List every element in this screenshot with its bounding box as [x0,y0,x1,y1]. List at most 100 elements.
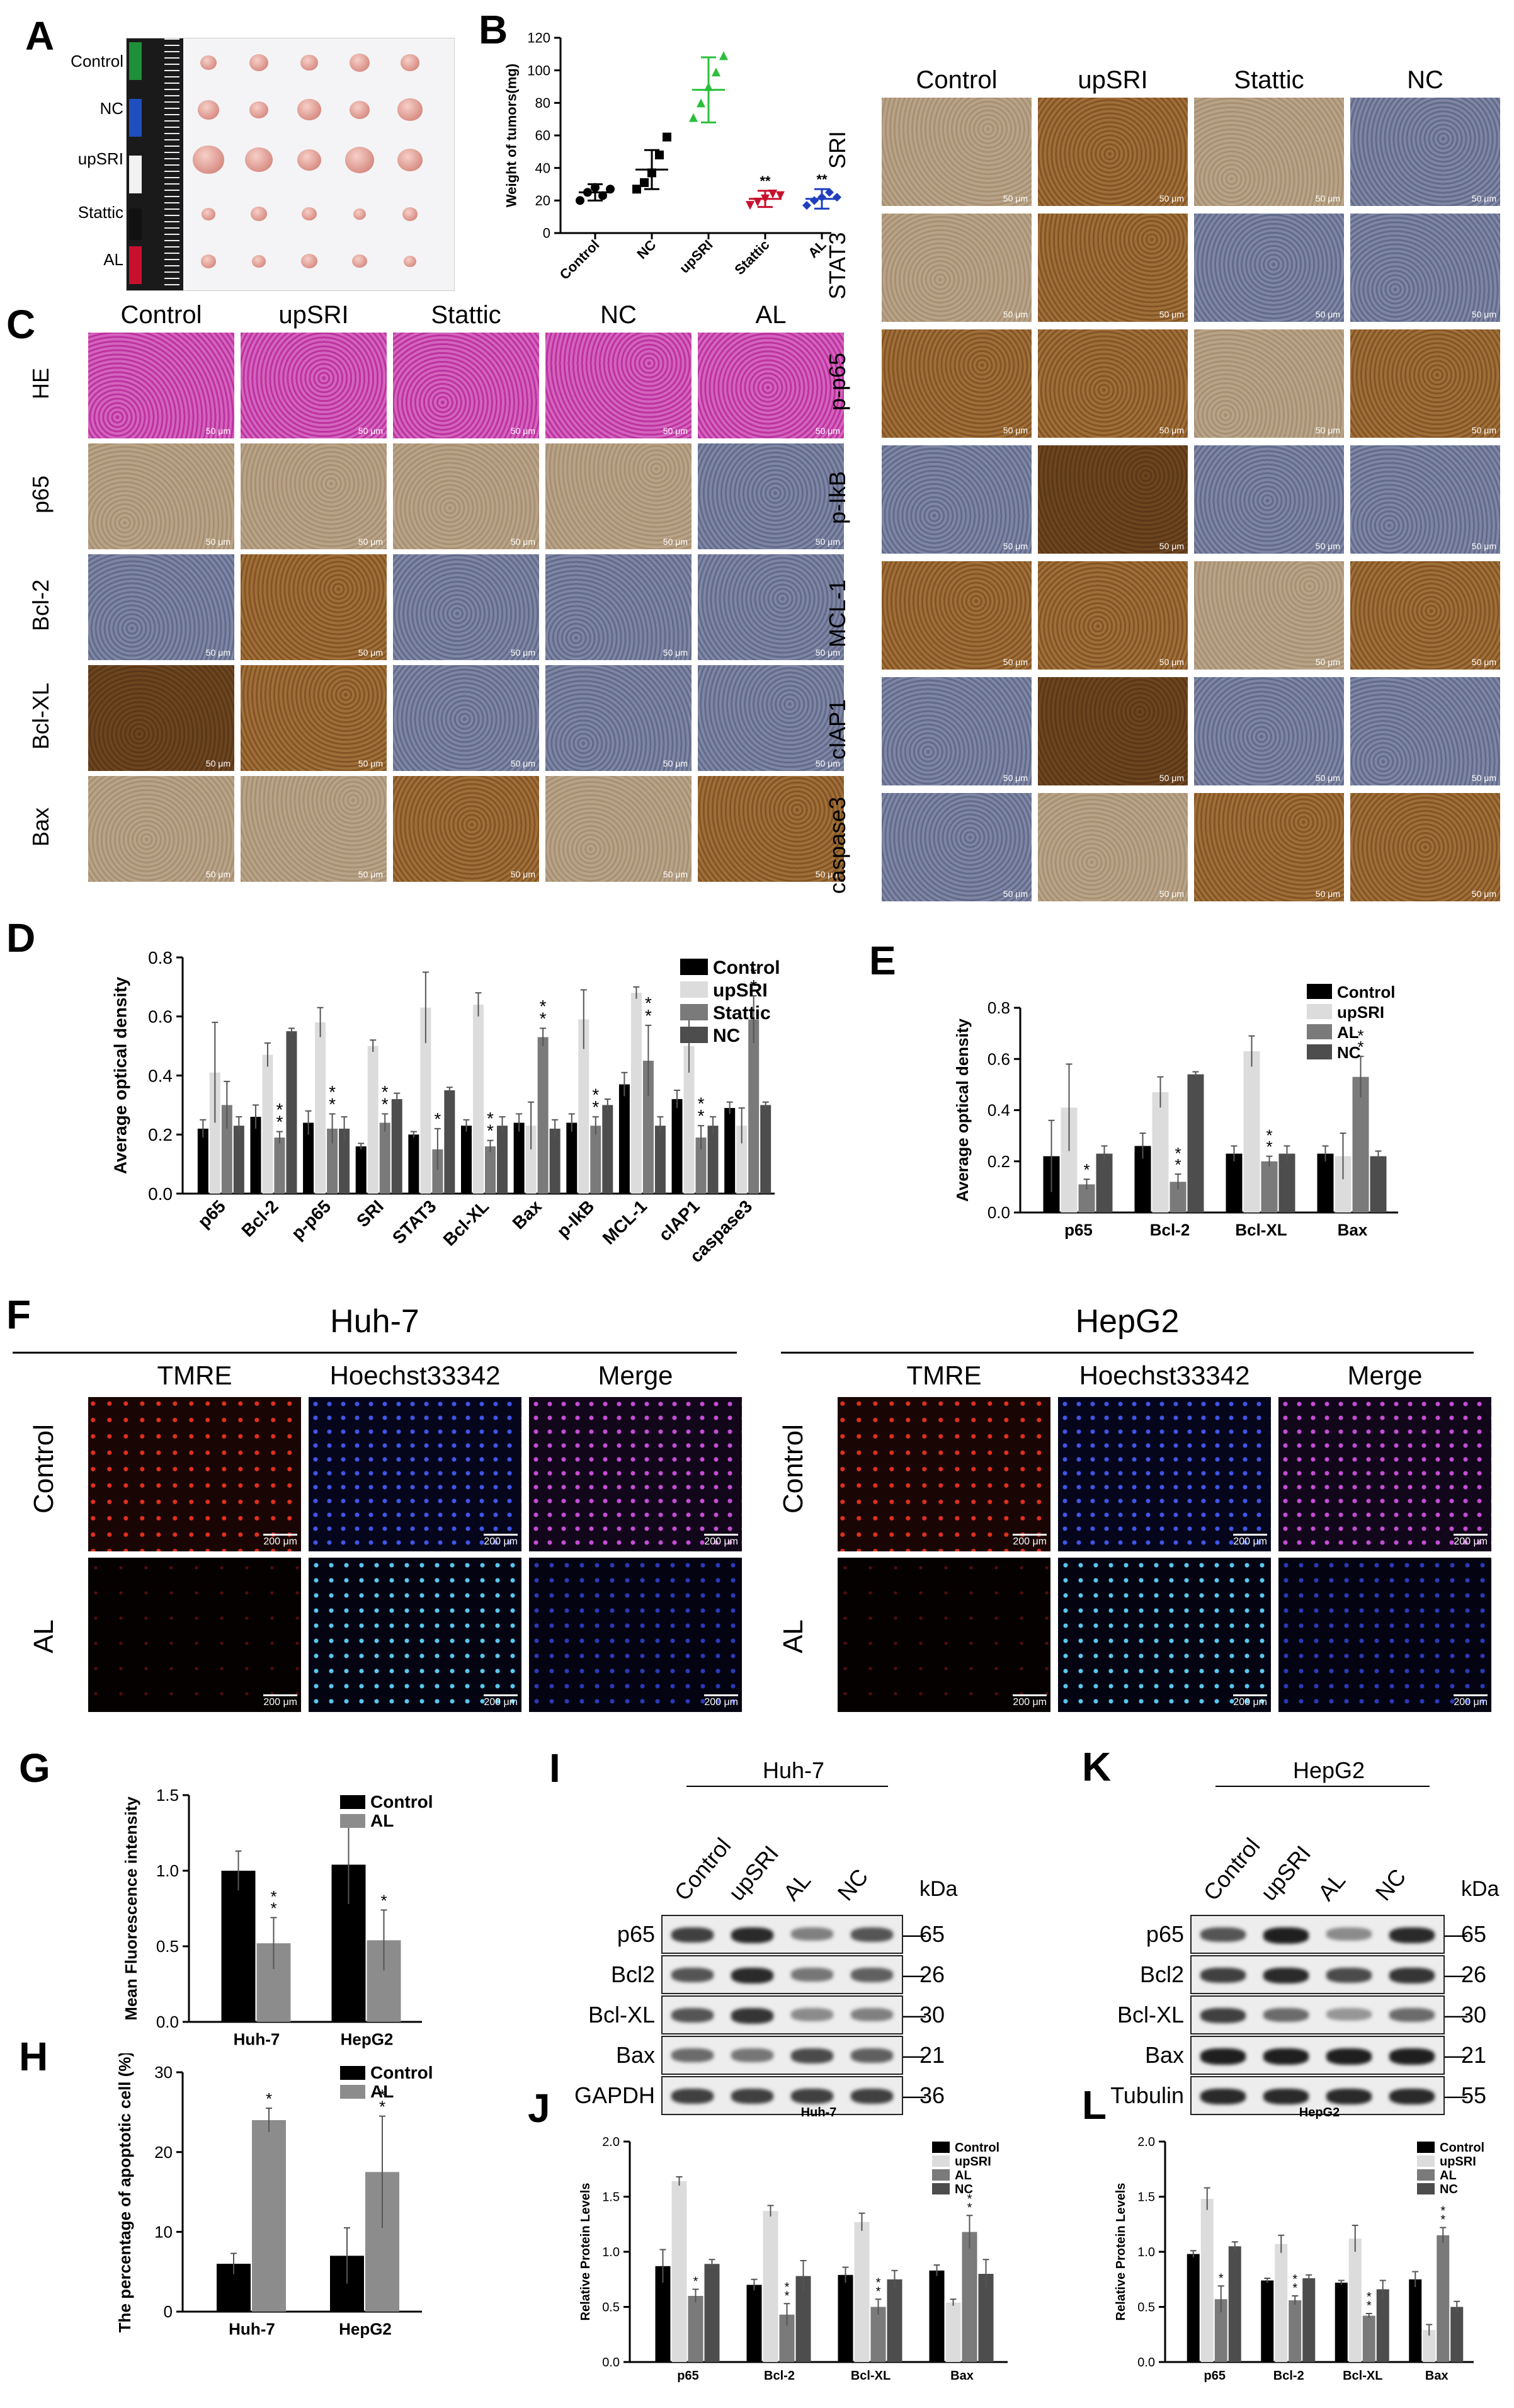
blot-band [851,1968,893,1982]
ihc-row-label: MCL-1 [824,579,850,648]
bar [1152,1092,1169,1213]
y-tick-label: 2.0 [1137,2135,1155,2149]
x-tick-label: Bax [1425,2369,1449,2383]
blot-band [1263,2008,1309,2022]
kda-marker: — [903,1961,926,1987]
ihc-row-label: SRI [824,131,850,169]
legend-label: AL [1440,2169,1457,2183]
y-tick-label: 0.0 [988,1203,1010,1222]
fluorescence-row-label: Control [778,1424,809,1514]
bar [274,1137,285,1194]
ihc-tile: 50 μm [1350,98,1500,206]
legend-label: Control [1440,2141,1484,2155]
ihc-tile: 50 μm [1038,98,1188,206]
scale-bar-label: 50 μm [1003,773,1028,783]
blot-title-line [1215,1786,1430,1787]
fluorescence-tile: 200 μm [838,1397,1050,1551]
panel-letter-a: A [25,13,55,59]
ihc-tile: 50 μm [882,214,1032,322]
scale-bar-label: 50 μm [205,869,231,879]
fluorescence-tile: 200 μm [1278,1558,1491,1712]
scale-bar-label: 50 μm [1315,541,1340,551]
data-point [606,185,615,194]
x-tick-label: Bcl-XL [851,2369,891,2383]
ihc-tile: 50 μm [88,554,234,660]
ihc-tile: 50 μm [882,677,1032,785]
legend-label: Control [1337,983,1395,1001]
kda-value: 21 [1461,2042,1487,2068]
blot-protein-label: Bcl-XL [588,2002,655,2028]
ihc-tile: 50 μm [882,329,1032,438]
ihc-tile: 50 μm [1038,329,1188,438]
scale-bar-label: 200 μm [1454,1694,1488,1708]
bar [978,2274,994,2362]
data-point [817,193,826,202]
kda-value: 36 [919,2082,945,2108]
tumor-sample [403,255,417,268]
tumor-sample [300,55,318,71]
significance-mark: * [379,2097,385,2116]
bar [549,1128,561,1194]
ihc-tile: 50 μm [882,445,1032,554]
bar [854,2222,870,2362]
bar [945,2302,961,2362]
tumor-sample [344,146,375,173]
blot-title: HepG2 [1292,1757,1365,1783]
ihc-tile: 50 μm [1350,329,1500,438]
significance-mark: * [698,1106,705,1126]
bar [683,1046,695,1194]
ihc-tile: 50 μm [1194,214,1344,322]
significance-mark: * [380,1891,387,1910]
kda-value: 65 [919,1921,945,1947]
y-tick-label: 1.0 [156,1861,179,1880]
fluorescence-row-label: AL [778,1619,809,1653]
legend-label: AL [1337,1023,1359,1042]
bar [1200,2199,1214,2362]
x-tick-label: Bcl-2 [1273,2369,1304,2383]
tumor-sample [397,148,423,172]
scale-bar-label: 200 μm [1454,1534,1488,1548]
blot-band [1326,1927,1372,1941]
blot-band [731,2008,773,2024]
scale-bar-label: 200 μm [704,1694,738,1708]
bar [1409,2279,1422,2362]
ihc-tile: 50 μm [88,443,234,549]
data-point [583,188,592,197]
kda-value: 21 [919,2042,945,2068]
panel-letter-b: B [479,7,508,52]
ihc-tile: 50 μm [88,333,234,438]
data-point [655,151,664,159]
legend-swatch [1417,2183,1435,2194]
tumor-sample [297,149,322,171]
tumor-row-label: Stattic [77,203,123,222]
y-tick-label: 0.0 [1137,2356,1155,2370]
panel-letter-c: C [6,302,36,347]
blot-band [671,2008,714,2023]
data-point [591,183,600,192]
kda-marker: — [1445,1921,1467,1947]
ihc-row-label: caspase3 [824,796,850,894]
significance-mark: * [329,1082,336,1102]
ihc-row-label: Bcl-2 [28,579,54,632]
ihc-tile: 50 μm [1350,677,1500,785]
chart-title: HepG2 [1299,2106,1340,2120]
kda-header: kDa [1461,1877,1500,1901]
blot-band [1200,2048,1246,2065]
y-tick-label: 0.5 [156,1937,179,1956]
ihc-column-header: NC [600,301,637,329]
blot-band [1389,2008,1435,2022]
kda-value: 30 [919,2002,945,2028]
significance-mark: * [276,1100,283,1119]
significance-mark: * [645,1006,652,1025]
legend-swatch [340,1814,365,1828]
y-axis-label: Weight of tumors(mg) [504,64,520,207]
legend-label: AL [955,2169,972,2183]
y-axis-label: Average optical density [110,976,130,1174]
ihc-tile: 50 μm [393,554,539,660]
data-point [825,188,834,197]
ihc-tile: 50 μm [698,776,844,882]
legend-label: NC [955,2183,973,2196]
panel-letter-l: L [1082,2082,1107,2128]
x-tick-label: Bcl-XL [440,1196,493,1250]
scale-bar-label: 50 μm [1003,193,1028,203]
